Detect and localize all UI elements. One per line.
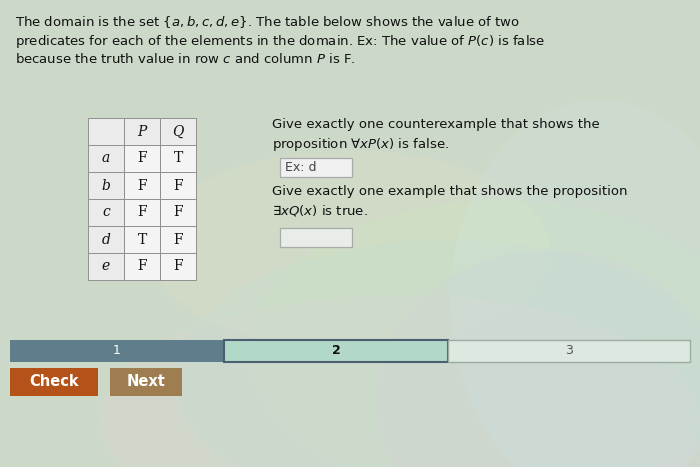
Text: $\exists x Q(x)$ is true.: $\exists x Q(x)$ is true. xyxy=(272,203,368,218)
Text: because the truth value in row $c$ and column $P$ is F.: because the truth value in row $c$ and c… xyxy=(15,52,356,66)
Ellipse shape xyxy=(150,150,550,350)
Bar xyxy=(110,368,182,396)
Bar xyxy=(124,118,160,145)
Text: T: T xyxy=(137,233,146,247)
Bar xyxy=(124,253,160,280)
Text: P: P xyxy=(137,125,147,139)
Bar xyxy=(160,118,196,145)
Text: F: F xyxy=(173,178,183,192)
Bar xyxy=(88,118,124,145)
Bar xyxy=(160,172,196,199)
Ellipse shape xyxy=(450,100,700,467)
Text: 3: 3 xyxy=(565,345,573,358)
Text: a: a xyxy=(102,151,110,165)
Text: 1: 1 xyxy=(113,345,121,358)
Ellipse shape xyxy=(250,200,700,467)
Bar xyxy=(160,145,196,172)
Bar xyxy=(448,340,690,362)
Bar xyxy=(224,340,448,362)
Text: T: T xyxy=(174,151,183,165)
Bar xyxy=(160,199,196,226)
Text: e: e xyxy=(102,260,110,274)
Text: F: F xyxy=(137,205,147,219)
Text: proposition $\forall x P(x)$ is false.: proposition $\forall x P(x)$ is false. xyxy=(272,136,449,153)
Bar xyxy=(124,226,160,253)
Text: Give exactly one counterexample that shows the: Give exactly one counterexample that sho… xyxy=(272,118,600,131)
Text: Ex: d: Ex: d xyxy=(285,161,316,174)
Text: b: b xyxy=(102,178,111,192)
Text: Check: Check xyxy=(29,375,79,389)
Bar xyxy=(10,368,98,396)
Text: 2: 2 xyxy=(332,345,340,358)
Bar xyxy=(124,145,160,172)
Bar xyxy=(88,145,124,172)
Bar xyxy=(88,172,124,199)
Text: Q: Q xyxy=(172,125,183,139)
Bar xyxy=(88,253,124,280)
Bar xyxy=(160,253,196,280)
Text: F: F xyxy=(173,233,183,247)
Bar xyxy=(124,172,160,199)
Bar xyxy=(280,158,352,177)
Text: d: d xyxy=(102,233,111,247)
Text: Next: Next xyxy=(127,375,165,389)
Ellipse shape xyxy=(175,240,700,467)
Text: The domain is the set $\{a, b, c, d, e\}$. The table below shows the value of tw: The domain is the set $\{a, b, c, d, e\}… xyxy=(15,14,520,30)
Text: F: F xyxy=(137,151,147,165)
Text: F: F xyxy=(137,260,147,274)
Ellipse shape xyxy=(100,295,700,467)
Text: F: F xyxy=(173,205,183,219)
Text: F: F xyxy=(173,260,183,274)
Bar xyxy=(160,226,196,253)
Bar xyxy=(280,228,352,247)
Text: predicates for each of the elements in the domain. Ex: The value of $P(c)$ is fa: predicates for each of the elements in t… xyxy=(15,33,545,50)
Bar xyxy=(88,226,124,253)
Text: F: F xyxy=(137,178,147,192)
Text: Give exactly one example that shows the proposition: Give exactly one example that shows the … xyxy=(272,185,627,198)
Bar xyxy=(10,340,224,362)
Bar xyxy=(88,199,124,226)
Text: c: c xyxy=(102,205,110,219)
Bar xyxy=(124,199,160,226)
Ellipse shape xyxy=(375,250,700,467)
